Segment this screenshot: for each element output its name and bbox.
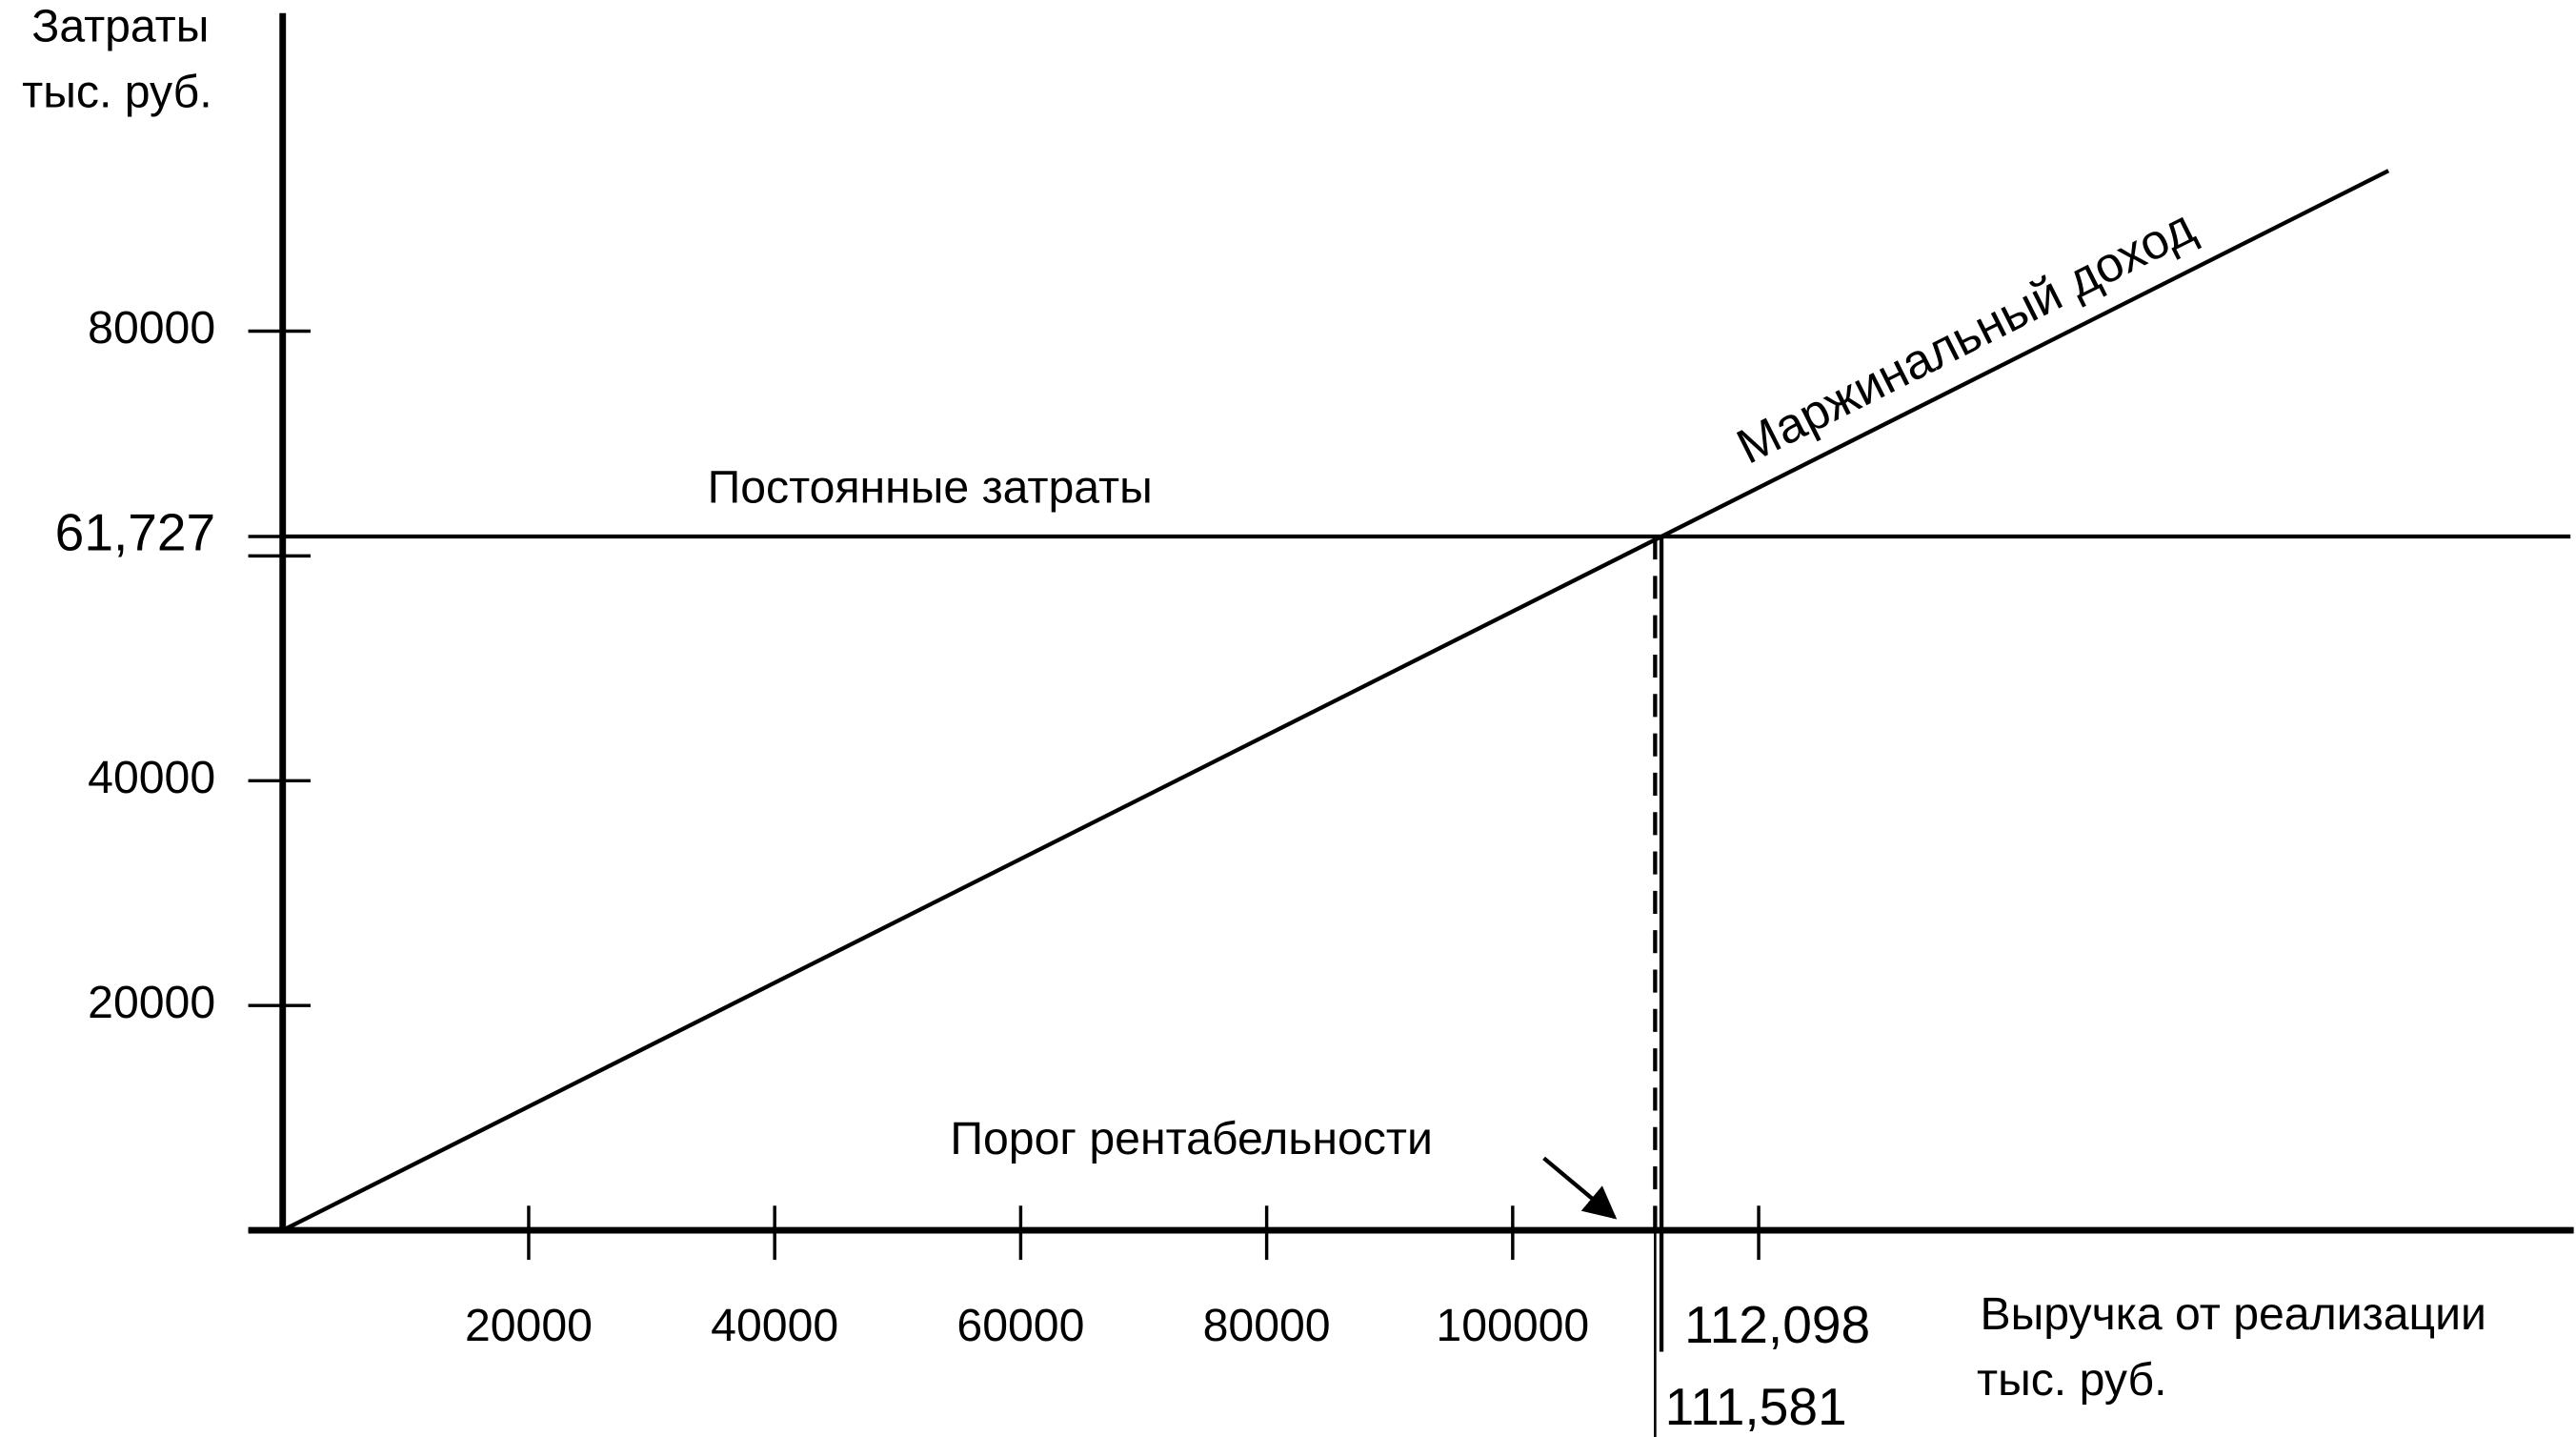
x-axis-label: тыс. руб. — [1977, 1354, 2166, 1406]
series-label: Маржинальный доход — [1728, 198, 2203, 474]
annotation-arrow — [1542, 1156, 1618, 1220]
x-tick-label: 80000 — [1203, 1300, 1331, 1351]
y-tick-label: 40000 — [88, 752, 215, 803]
marker-label: 111,581 — [1665, 1377, 1847, 1436]
annotation: Порог рентабельности — [950, 1113, 1433, 1164]
x-tick-label: 40000 — [711, 1300, 838, 1351]
y-tick-label: 61,727 — [55, 503, 215, 562]
series-label: Постоянные затраты — [708, 462, 1153, 514]
y-axis-label: Затраты — [31, 1, 209, 52]
x-tick-label: 60000 — [956, 1300, 1084, 1351]
y-axis-label: тыс. руб. — [22, 67, 211, 118]
marker-label: 112,098 — [1684, 1295, 1870, 1354]
y-tick-label: 80000 — [88, 302, 215, 354]
y-tick-label: 20000 — [88, 977, 215, 1028]
x-tick-label: 100000 — [1436, 1300, 1589, 1351]
series-line — [281, 169, 2390, 1233]
x-axis-label: Выручка от реализации — [1980, 1288, 2486, 1340]
x-tick-label: 20000 — [465, 1300, 593, 1351]
